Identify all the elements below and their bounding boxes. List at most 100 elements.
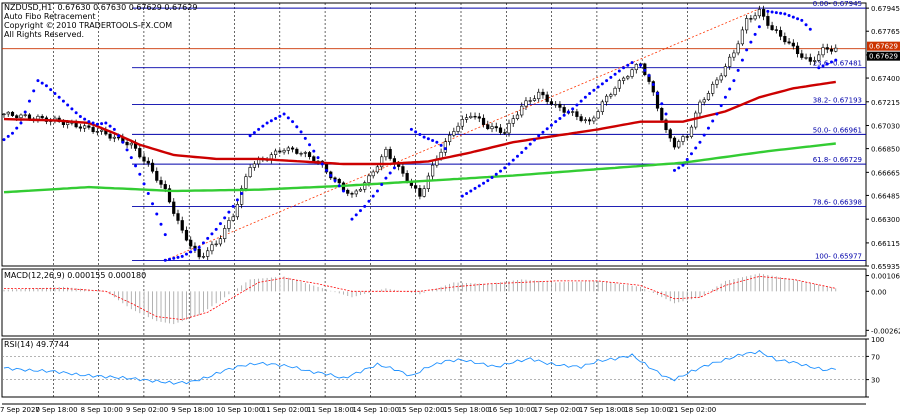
candle-body [511,118,515,124]
sar-dot [274,116,278,120]
candle-body [757,9,761,17]
candle-body [40,115,44,119]
sar-dot [541,130,545,134]
candle-body [303,152,307,154]
sar-dot [639,63,643,67]
candle-body [452,131,456,136]
sar-dot [520,150,524,154]
sar-dot [706,126,710,130]
sar-dot [749,40,753,44]
candle-body [405,173,409,183]
sar-dot [664,112,668,116]
candle-body [808,57,812,62]
sar-dot [23,110,27,114]
sar-dot [494,172,498,176]
candle-body [282,150,286,153]
time-label: 11 Sep 18:00 [307,406,354,414]
candle-body [778,30,783,37]
candle-body [596,111,600,119]
candle-body [562,107,566,113]
sar-dot [588,91,592,95]
candle-body [184,229,189,241]
fib-level-label: 50.0- 0.66961 [813,126,862,134]
sar-dot [265,121,269,125]
sar-dot [473,186,477,190]
candle-body [486,124,490,130]
sar-dot [431,138,435,142]
sar-dot [44,84,48,88]
sar-dot [745,48,749,52]
time-label: 17 Sep 02:00 [534,406,581,414]
candle-body [588,119,592,122]
candle-body [604,95,609,103]
sar-dot [409,127,413,131]
candle-body [719,75,723,81]
candle-body [27,114,32,120]
candle-body [749,18,753,20]
candle-body [210,244,214,252]
candle-body [481,117,486,125]
sar-dot [163,233,167,237]
candle-body [163,184,167,189]
y-tick-label: 0.67945 [871,5,900,13]
candle-body [23,114,27,116]
sar-dot [358,209,362,213]
candle-body [634,64,638,71]
candle-body [575,111,579,117]
sar-dot [418,133,422,136]
candle-body [95,131,99,133]
candle-body [507,123,511,134]
candle-body [677,141,681,148]
candle-body [783,36,787,43]
candle-body [240,188,244,205]
candle-body [363,182,367,190]
sar-dot [134,164,138,168]
candle-body [456,125,460,132]
sar-dot [651,82,655,86]
y-tick-label: 0.67400 [871,75,900,83]
candle-body [286,147,290,151]
candle-body [728,56,732,67]
sar-dot [698,140,702,144]
sar-dot [435,140,439,144]
sar-dot [834,58,838,62]
y-tick-label: 0.66850 [871,146,900,154]
panel-frame [1,338,867,398]
sar-dot [774,11,778,15]
sar-dot [388,171,392,175]
sar-dot [104,121,108,125]
candle-body [541,91,545,96]
candle-body [112,136,116,139]
sar-dot [796,17,800,21]
fib-level-label: 78.6- 0.66398 [813,199,862,207]
candle-body [817,54,821,61]
candle-body [664,119,668,131]
sma-slow-line [3,142,836,194]
candle-body [367,175,371,183]
sar-dot [227,210,231,214]
candle-body [116,136,121,139]
fib-level-label: 38.2- 0.67193 [813,97,862,105]
sar-dot [201,241,205,245]
sar-dot [800,18,804,22]
sar-dot [210,232,214,236]
candle-body [579,116,583,121]
sar-dot [142,182,146,186]
sar-dot [36,79,40,83]
panel-frame [1,268,867,337]
sar-dot [503,166,507,170]
candle-body [715,79,719,85]
candle-body [422,188,426,197]
sar-dot [189,250,193,254]
sar-dot [291,120,295,124]
candle-body [218,238,223,245]
sar-dot [694,146,698,150]
sar-dot [613,72,617,76]
sar-dot [422,135,426,139]
sar-dot [375,189,379,193]
macd-label: MACD(12,26,9) 0.000155 0.000180 [4,271,147,280]
symbol-info: NZDUSD,H1 0.67630 0.67630 0.67629 0.6762… [4,3,198,12]
sar-dot [545,127,549,131]
sar-dot [469,189,473,193]
candle-body [129,142,133,146]
